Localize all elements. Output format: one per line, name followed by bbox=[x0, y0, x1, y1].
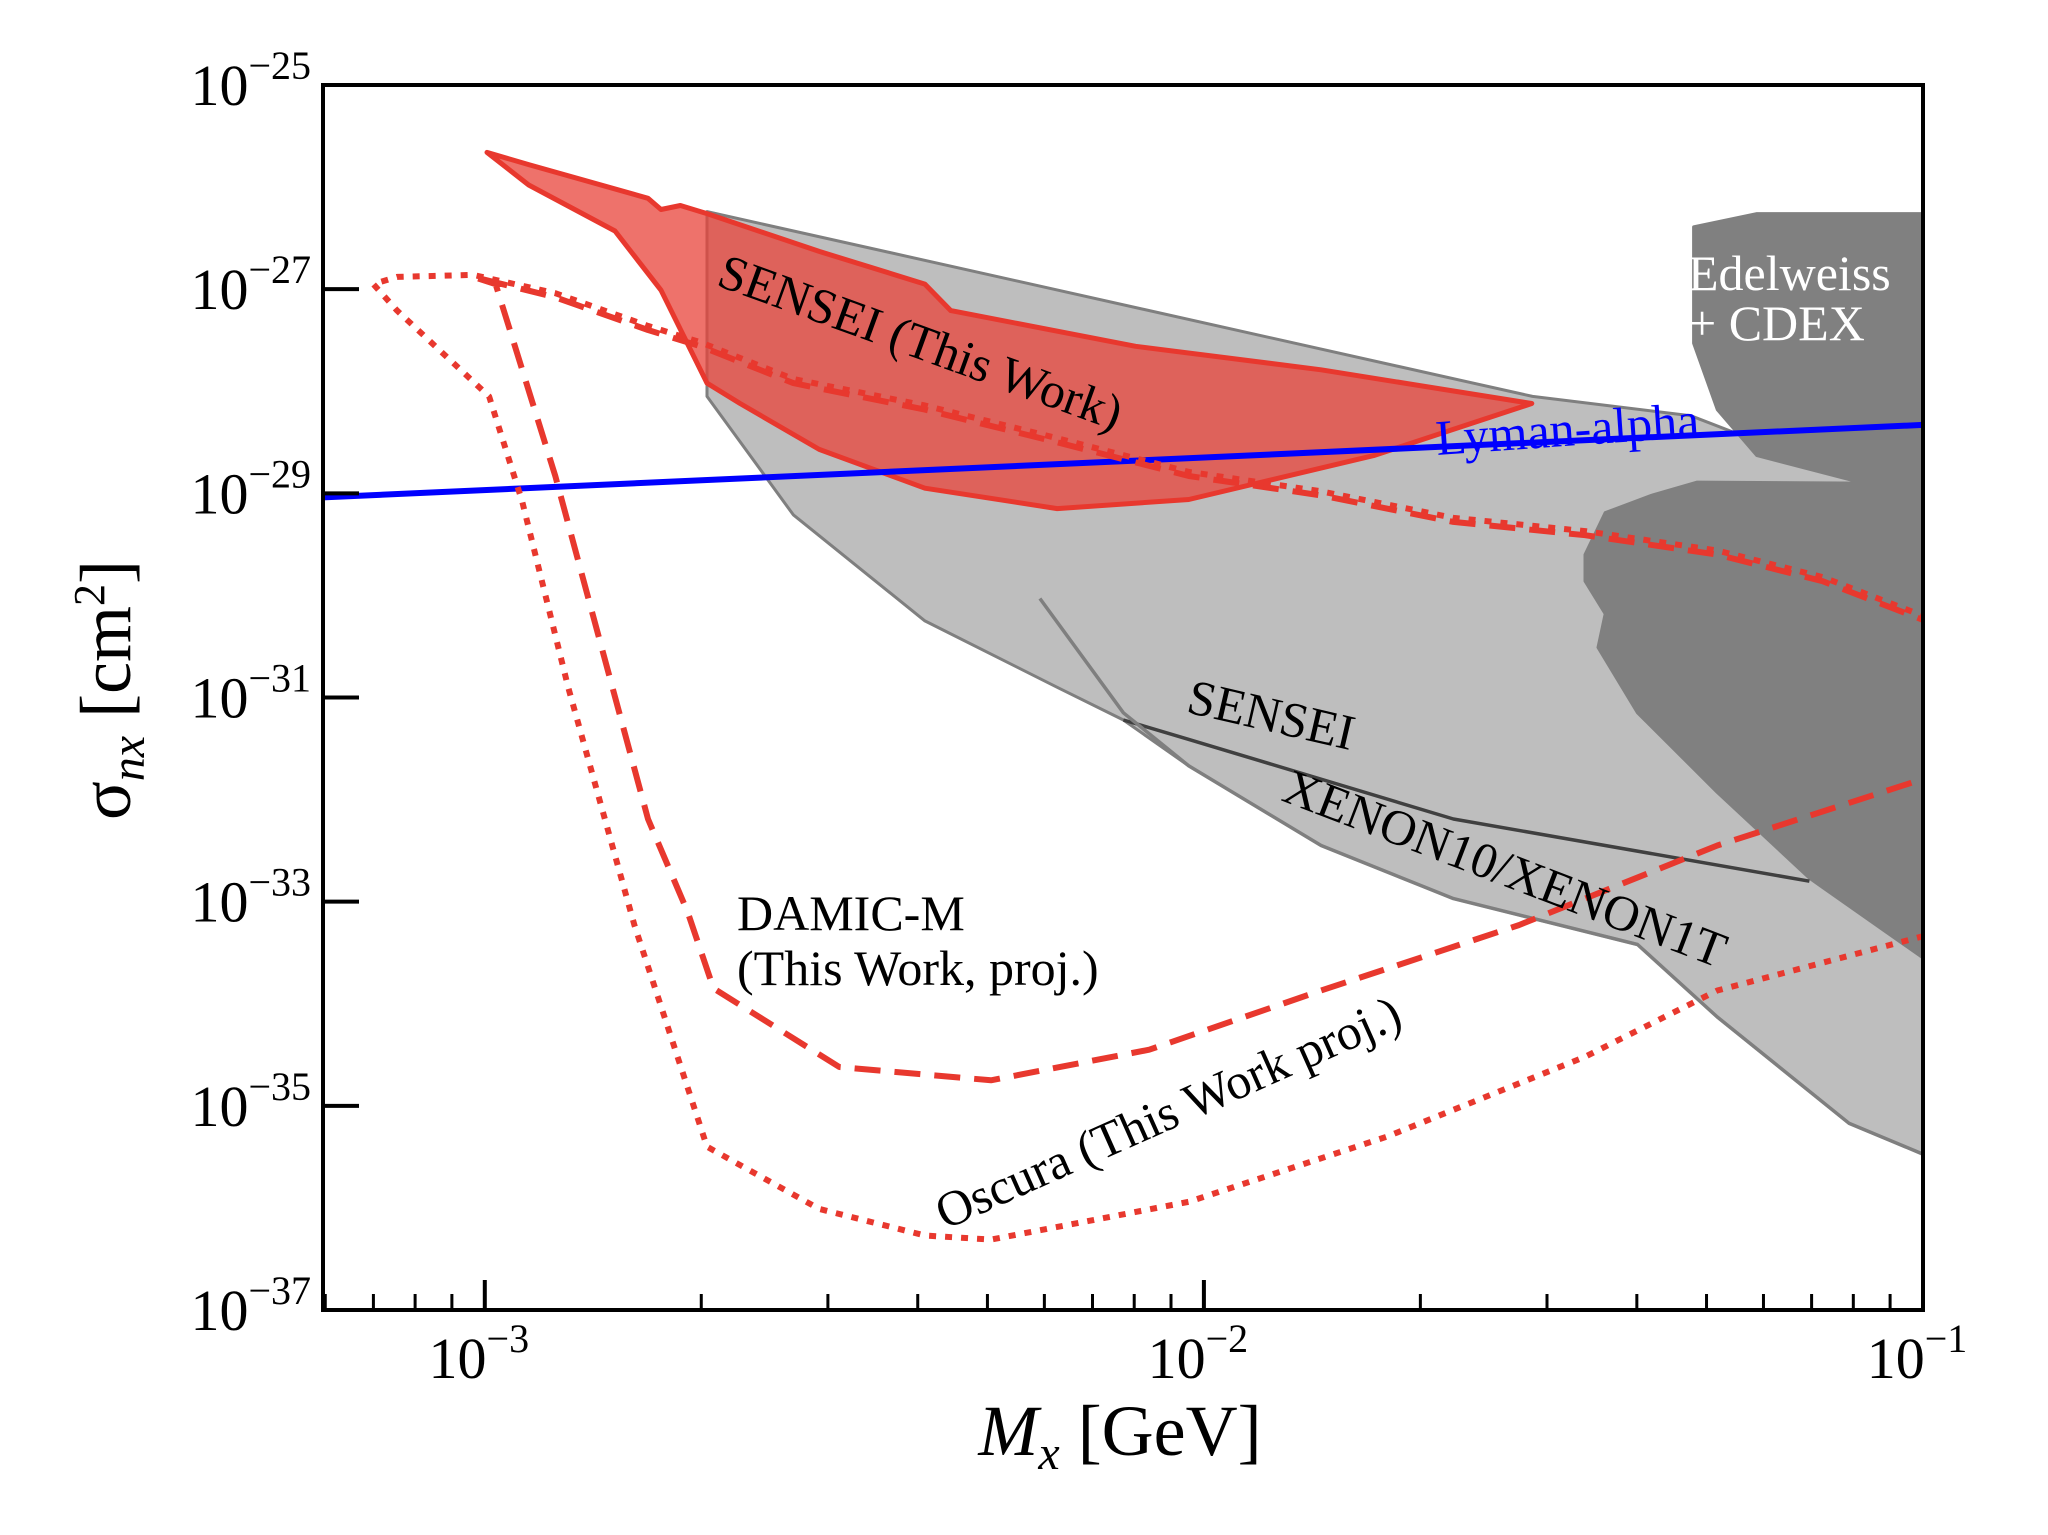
y-tick-label: 10−29 bbox=[190, 451, 311, 526]
y-axis-title-main: σ bbox=[66, 781, 146, 820]
annotation-damic-line2: (This Work, proj.) bbox=[737, 940, 1099, 996]
y-tick-label: 10−31 bbox=[190, 656, 311, 731]
series-sensei-boundary bbox=[1122, 718, 1810, 883]
x-tick-label: 10−1 bbox=[1867, 1316, 1968, 1391]
y-tick-label: 10−37 bbox=[190, 1268, 311, 1343]
y-axis-title-sub: nx bbox=[102, 736, 155, 781]
annotation-edelweiss-line2: + CDEX bbox=[1688, 295, 1865, 351]
annotation-edelweiss-line1: Edelweiss bbox=[1688, 245, 1891, 301]
x-axis-title-unit: [GeV] bbox=[1060, 1391, 1262, 1471]
series-oscura-this-work-proj bbox=[370, 271, 1923, 1243]
annotation-oscura: Oscura (This Work proj.) bbox=[927, 984, 1410, 1240]
series-damic-m-this-work-proj bbox=[470, 273, 1923, 1084]
series-xenon10-xenon1t-boundary bbox=[1038, 597, 1923, 1157]
y-tick-label: 10−35 bbox=[190, 1064, 311, 1139]
series-lyman-alpha bbox=[323, 421, 1923, 501]
ticks-layer: 10−3 10−2 10−1 10−25 10−27 10−29 10−31 10−33 10−… bbox=[190, 43, 1967, 1391]
y-axis-title-unit-sup: 2 bbox=[65, 584, 114, 606]
regions-layer bbox=[484, 149, 1923, 1156]
y-tick-label: 10−33 bbox=[190, 860, 311, 935]
y-axis-title-unit-post: ] bbox=[66, 560, 146, 584]
x-axis-title-main: M bbox=[977, 1391, 1042, 1471]
y-axis-title-unit-pre: [cm bbox=[66, 606, 146, 736]
series-layer bbox=[323, 271, 1923, 1243]
x-axis-title-sub: x bbox=[1037, 1427, 1059, 1480]
x-axis-title: Mx [GeV] bbox=[977, 1391, 1261, 1480]
x-tick-label: 10−3 bbox=[429, 1316, 530, 1391]
region-sensei-this-work bbox=[484, 149, 1535, 512]
y-axis-title: σnx [cm2] bbox=[65, 560, 155, 820]
region-edelweiss-cdex bbox=[1583, 212, 1923, 960]
y-tick-label: 10−27 bbox=[190, 247, 311, 322]
annotation-damic-line1: DAMIC-M bbox=[737, 885, 965, 941]
y-tick-label: 10−25 bbox=[190, 43, 311, 118]
x-tick-label: 10−2 bbox=[1148, 1316, 1249, 1391]
